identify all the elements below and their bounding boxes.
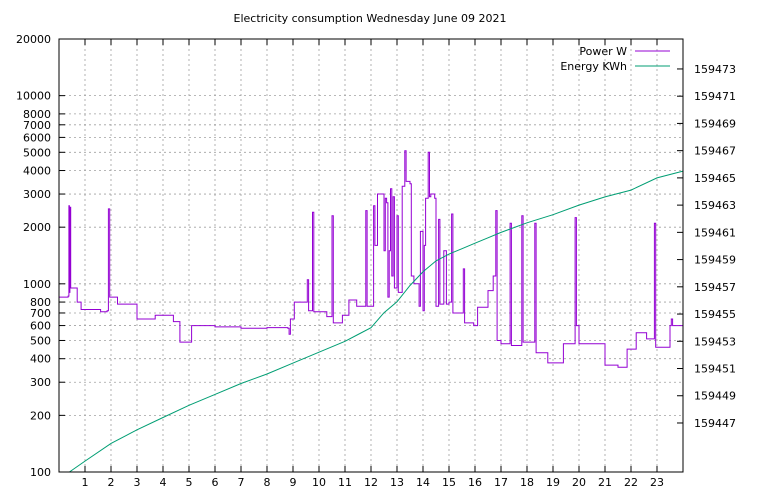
x-tick-label: 20 (572, 476, 586, 489)
y-left-tick-label: 1000 (23, 278, 51, 291)
x-tick-label: 15 (442, 476, 456, 489)
y-right-tick-label: 159459 (694, 254, 736, 267)
plot-series (59, 150, 684, 473)
series-line-power-w (59, 150, 683, 368)
y-right-tick-label: 159467 (694, 145, 736, 158)
legend: Power W Energy KWh (560, 45, 670, 73)
x-tick-label: 8 (264, 476, 271, 489)
x-tick-label: 3 (134, 476, 141, 489)
y-left-tick-label: 500 (30, 334, 51, 347)
y-left-tick-label: 4000 (23, 165, 51, 178)
y-left-tick-label: 600 (30, 320, 51, 333)
x-tick-label: 14 (416, 476, 430, 489)
y-left-tick-label: 800 (30, 296, 51, 309)
y-right-tick-label: 159451 (694, 363, 736, 376)
y-left-tick-label: 400 (30, 353, 51, 366)
x-tick-label: 10 (312, 476, 326, 489)
y-left-tick-label: 10000 (16, 90, 51, 103)
y-right-tick-label: 159465 (694, 172, 736, 185)
x-tick-label: 13 (390, 476, 404, 489)
chart-title: Electricity consumption Wednesday June 0… (234, 12, 507, 25)
x-tick-label: 22 (624, 476, 638, 489)
y-right-tick-label: 159463 (694, 199, 736, 212)
y-right-tick-label: 159447 (694, 417, 736, 430)
x-tick-label: 18 (520, 476, 534, 489)
y-left-tick-label: 6000 (23, 131, 51, 144)
y-right-tick-label: 159461 (694, 226, 736, 239)
y-right-tick-label: 159455 (694, 308, 736, 321)
axis-ticks: 1 2 3 4 5 6 7 8 9 10 11 12 13 14 15 16 17 18 19 20 21 22 23100… (16, 33, 736, 489)
x-tick-label: 12 (364, 476, 378, 489)
x-tick-label: 23 (650, 476, 664, 489)
x-tick-label: 21 (598, 476, 612, 489)
x-tick-label: 2 (108, 476, 115, 489)
y-right-tick-label: 159453 (694, 335, 736, 348)
y-left-tick-label: 2000 (23, 221, 51, 234)
y-right-tick-label: 159469 (694, 117, 736, 130)
y-left-tick-label: 7000 (23, 119, 51, 132)
y-left-tick-label: 100 (30, 466, 51, 479)
x-tick-label: 7 (238, 476, 245, 489)
x-tick-label: 6 (212, 476, 219, 489)
x-tick-label: 4 (160, 476, 167, 489)
x-tick-label: 17 (494, 476, 508, 489)
x-tick-label: 1 (82, 476, 89, 489)
y-left-tick-label: 700 (30, 307, 51, 320)
y-left-tick-label: 300 (30, 376, 51, 389)
x-tick-label: 5 (186, 476, 193, 489)
x-tick-label: 11 (338, 476, 352, 489)
y-right-tick-label: 159449 (694, 390, 736, 403)
y-right-tick-label: 159473 (694, 63, 736, 76)
legend-label-power-w: Power W (579, 45, 627, 58)
series-line-energy-kwh (69, 170, 684, 473)
x-tick-label: 9 (290, 476, 297, 489)
y-left-tick-label: 20000 (16, 33, 51, 46)
grid (59, 39, 683, 472)
y-left-tick-label: 8000 (23, 108, 51, 121)
x-tick-label: 19 (546, 476, 560, 489)
y-right-tick-label: 159457 (694, 281, 736, 294)
legend-label-energy-kwh: Energy KWh (560, 60, 627, 73)
y-right-tick-label: 159471 (694, 90, 736, 103)
y-left-tick-label: 3000 (23, 188, 51, 201)
y-left-tick-label: 200 (30, 409, 51, 422)
x-tick-label: 16 (468, 476, 482, 489)
y-left-tick-label: 5000 (23, 146, 51, 159)
